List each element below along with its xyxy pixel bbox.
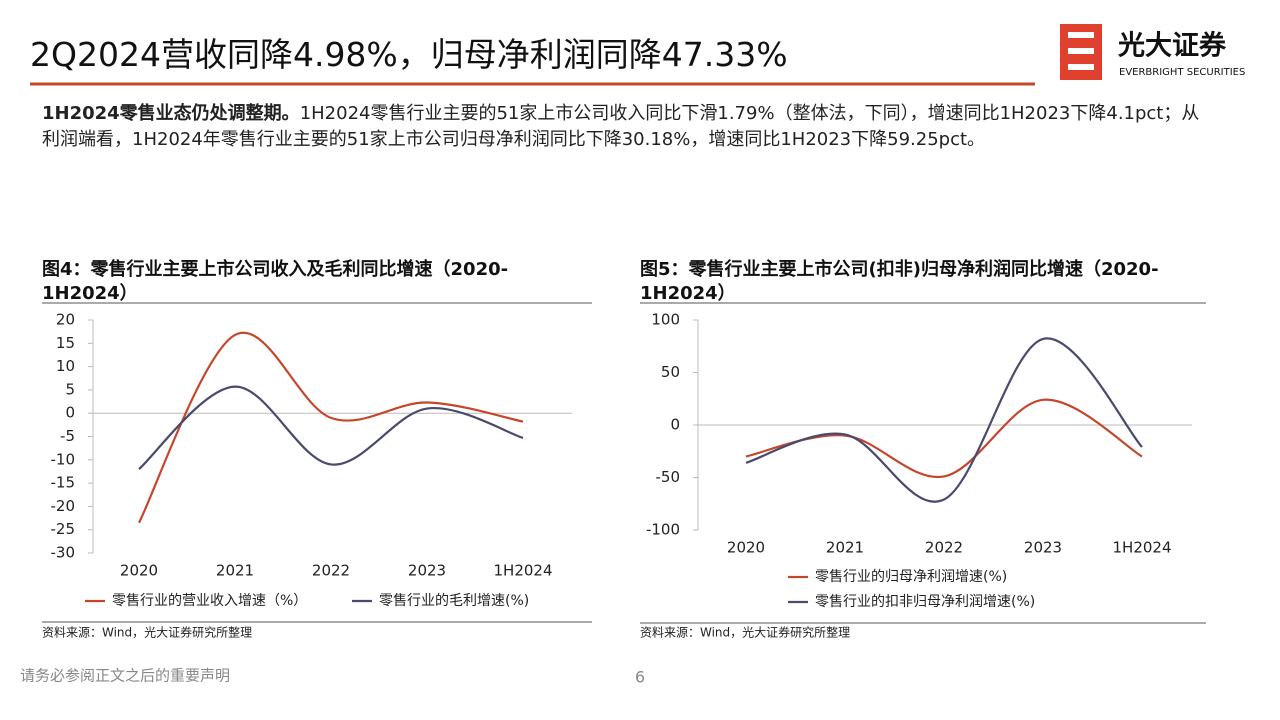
y-tick-label: -25 <box>51 520 76 538</box>
x-tick-label: 2022 <box>312 562 350 580</box>
disclaimer: 请务必参阅正文之后的重要声明 <box>20 667 230 685</box>
lead: 1H2024零售业态仍处调整期。 <box>42 103 300 124</box>
x-tick-label: 2020 <box>727 539 765 557</box>
series-line <box>138 385 524 470</box>
logo-en: EVERBRIGHT SECURITIES <box>1119 67 1245 78</box>
y-tick-label: -50 <box>656 468 681 486</box>
logo-cn: 光大证券 <box>1117 30 1227 62</box>
body-text: 1H2024零售业态仍处调整期。1H2024零售行业主要的51家上市公司收入同比… <box>42 101 1212 153</box>
y-tick-label: -10 <box>51 450 76 468</box>
y-tick-label: -100 <box>646 521 680 539</box>
y-tick-label: 0 <box>65 404 75 422</box>
x-tick-label: 2022 <box>925 539 963 557</box>
x-tick-label: 2021 <box>826 539 864 557</box>
x-tick-label: 2021 <box>216 562 254 580</box>
series-line <box>745 398 1143 479</box>
series-line <box>138 331 524 524</box>
y-tick-label: 15 <box>56 334 75 352</box>
chart-title: 图5：零售行业主要上市公司(扣非)归母净利润同比增速（2020-1H2024） <box>640 259 1159 304</box>
y-tick-label: 50 <box>661 363 680 381</box>
legend-label: 零售行业的毛利增速(%) <box>379 593 529 609</box>
x-tick-label: 2020 <box>120 562 158 580</box>
x-tick-label: 1H2024 <box>494 562 553 580</box>
legend-label: 零售行业的归母净利润增速(%) <box>815 568 1007 585</box>
y-tick-label: 20 <box>56 311 75 329</box>
y-tick-label: -20 <box>51 497 76 515</box>
y-tick-label: -5 <box>60 427 75 445</box>
x-tick-label: 1H2024 <box>1113 539 1172 557</box>
series-line <box>745 337 1143 503</box>
page-number: 6 <box>635 668 645 687</box>
paragraph: 1H2024零售行业主要的51家上市公司收入同比下滑1.79%（整体法，下同），… <box>42 103 1200 150</box>
source: 资料来源：Wind，光大证券研究所整理 <box>42 625 252 640</box>
legend-label: 零售行业的营业收入增速（%） <box>112 593 307 609</box>
legend-label: 零售行业的扣非归母净利润增速(%) <box>815 593 1035 610</box>
x-tick-label: 2023 <box>408 562 446 580</box>
chart-title: 图4：零售行业主要上市公司收入及毛利同比增速（2020-1H2024） <box>42 259 509 304</box>
source: 资料来源：Wind，光大证券研究所整理 <box>640 625 850 640</box>
y-tick-label: 0 <box>670 416 680 434</box>
logo-icon <box>1060 24 1102 80</box>
y-tick-label: 100 <box>651 311 680 329</box>
y-tick-label: -15 <box>51 474 76 492</box>
slide-title: 2Q2024营收同降4.98%，归母净利润同降47.33% <box>30 35 788 74</box>
x-tick-label: 2023 <box>1024 539 1062 557</box>
y-tick-label: -30 <box>51 544 76 562</box>
y-tick-label: 5 <box>65 380 75 398</box>
y-tick-label: 10 <box>56 357 75 375</box>
